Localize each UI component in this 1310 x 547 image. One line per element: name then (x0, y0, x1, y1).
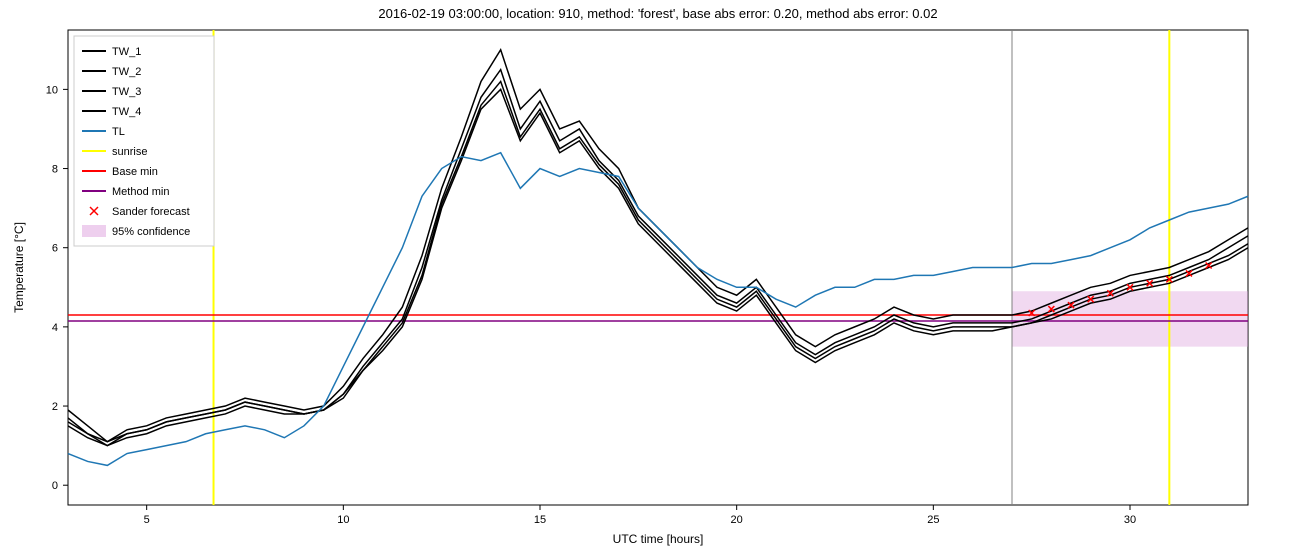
legend-label: Base min (112, 166, 158, 178)
x-tick-label: 30 (1124, 514, 1136, 526)
legend-label: 95% confidence (112, 226, 190, 238)
x-tick-label: 5 (144, 514, 150, 526)
legend-label: TL (112, 126, 125, 138)
y-tick-label: 0 (52, 480, 58, 492)
x-tick-label: 20 (731, 514, 743, 526)
y-axis-label: Temperature [°C] (12, 222, 26, 313)
plot-area (68, 30, 1248, 505)
x-axis-label: UTC time [hours] (613, 532, 704, 546)
legend-label: TW_1 (112, 46, 141, 58)
legend-label: TW_3 (112, 86, 141, 98)
x-tick-label: 10 (337, 514, 349, 526)
y-tick-label: 8 (52, 164, 58, 176)
y-tick-label: 10 (46, 84, 58, 96)
chart-title: 2016-02-19 03:00:00, location: 910, meth… (378, 6, 937, 21)
chart-svg: 2016-02-19 03:00:00, location: 910, meth… (0, 0, 1310, 547)
confidence-band (1012, 291, 1248, 346)
y-tick-label: 6 (52, 243, 58, 255)
legend-label: Sander forecast (112, 206, 190, 218)
chart-container: 2016-02-19 03:00:00, location: 910, meth… (0, 0, 1310, 547)
legend-label: TW_4 (112, 106, 141, 118)
legend-label: TW_2 (112, 66, 141, 78)
y-tick-label: 4 (52, 322, 58, 334)
x-tick-label: 15 (534, 514, 546, 526)
legend-label: sunrise (112, 146, 147, 158)
legend-swatch (82, 225, 106, 237)
legend-label: Method min (112, 186, 169, 198)
y-tick-label: 2 (52, 401, 58, 413)
x-tick-label: 25 (927, 514, 939, 526)
